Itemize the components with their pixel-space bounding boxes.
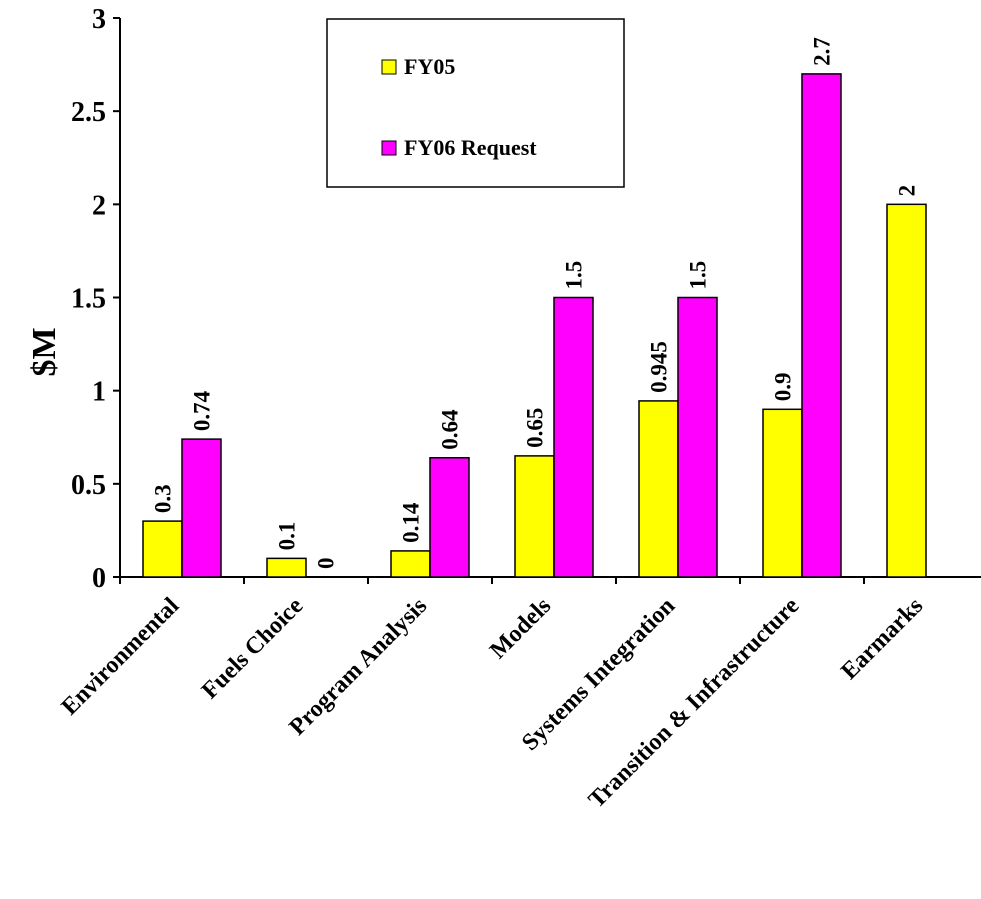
data-label: 0.14 [399,502,424,543]
bar-fy06-request [429,456,470,578]
bars [142,73,927,578]
bar-fy05 [266,557,307,578]
bar-fy06-request [553,296,594,578]
y-axis-title: $M [26,327,63,376]
data-label: 2.7 [810,37,835,66]
y-tick-label: 0 [92,563,106,594]
x-category-label: Earmarks [836,593,928,685]
bar-fy05 [390,550,431,578]
legend-swatch-fy06-request [381,140,397,156]
data-label: 0.945 [647,341,672,393]
bar-fy05 [638,400,679,578]
legend: FY05 FY06 Request [326,18,625,188]
x-category-label: Environmental [57,593,185,721]
y-tick-label: 1.5 [71,284,106,315]
data-label: 0.3 [151,484,176,513]
data-label: 0.1 [275,522,300,551]
bar-fy05 [762,408,803,578]
data-label: 0.74 [190,390,215,431]
legend-box [326,18,625,188]
data-label: 0.64 [438,409,463,450]
legend-label-fy06-request: FY06 Request [404,135,537,160]
legend-label-fy05: FY05 [404,54,455,79]
y-tick-label: 3 [92,4,106,35]
y-tick-label: 1 [92,377,106,408]
x-category-label: Fuels Choice [197,593,308,704]
bar-fy05 [886,203,927,578]
y-axis: 0 0.5 1 1.5 2 2.5 3 $M [26,4,121,594]
x-category-label: Program Analysis [285,593,433,741]
y-tick-label: 2 [92,190,106,221]
data-label: 1.5 [686,261,711,290]
data-label: 0.65 [523,408,548,448]
bar-fy05 [514,455,555,578]
x-category-label: Models [485,593,556,664]
bar-fy06-request [181,438,222,578]
x-ticks [119,577,865,584]
y-tick-label: 2.5 [71,97,106,128]
x-category-label: Transition & Infrastructure [584,593,805,814]
data-label: 0.9 [771,373,796,402]
legend-swatch-fy05 [381,59,397,75]
y-tick-label: 0.5 [71,470,106,501]
data-label: 2 [895,185,920,197]
data-labels: 0.3 0.1 0.14 0.65 0.945 0.9 2 0.74 0 0.64 1.5 1.5 2.… [151,37,920,569]
y-ticks: 0 0.5 1 1.5 2 2.5 3 [71,4,120,594]
bar-fy06-request [801,73,842,578]
bar-fy05 [142,520,183,578]
bar-fy06-request [677,296,718,578]
data-label: 0 [314,558,339,570]
data-label: 1.5 [562,261,587,290]
